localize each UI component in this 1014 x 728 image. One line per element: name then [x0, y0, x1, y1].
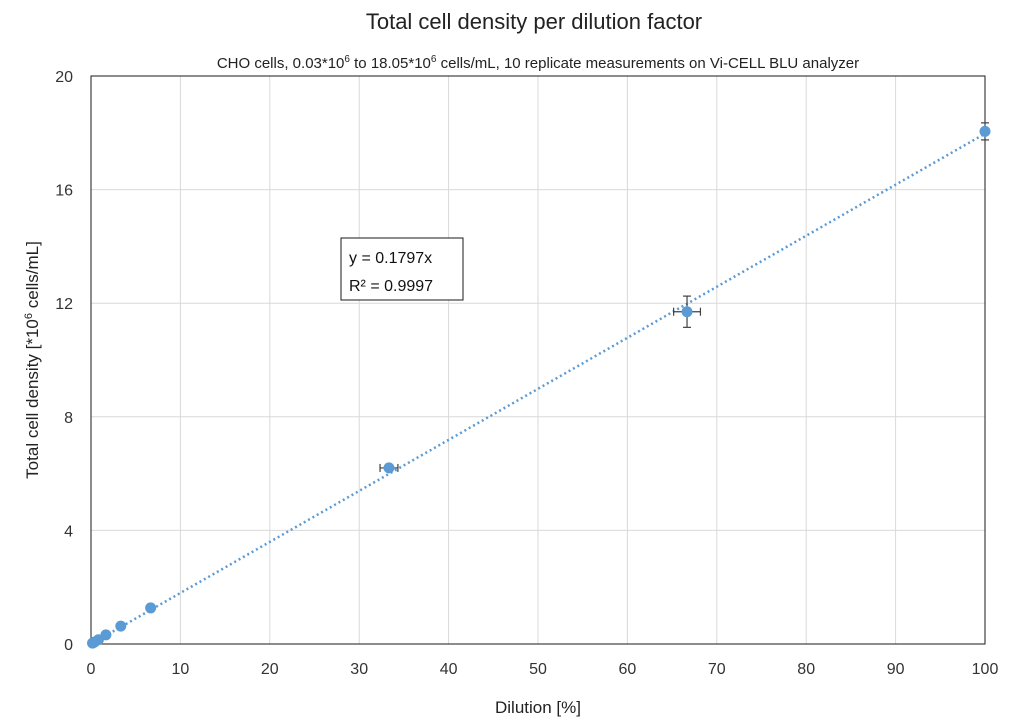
chart-subtitle: CHO cells, 0.03*106 to 18.05*106 cells/m…: [217, 54, 859, 72]
data-points: [87, 125, 991, 649]
data-point: [681, 306, 693, 318]
x-tick-label: 80: [797, 661, 815, 678]
x-tick-labels: 0 10 20 30 40 50 60 70 80 90 100: [87, 661, 999, 678]
x-tick-label: 50: [529, 661, 547, 678]
x-axis-label: Dilution [%]: [495, 698, 581, 717]
y-tick-labels: 0 4 8 12 16 20: [55, 69, 73, 654]
y-tick-label: 4: [64, 523, 73, 540]
x-tick-label: 10: [172, 661, 190, 678]
trendline: [90, 132, 986, 646]
y-axis-label: Total cell density [*106 cells/mL]: [23, 241, 42, 479]
y-tick-label: 12: [55, 296, 73, 313]
error-bars: [379, 122, 989, 472]
data-point: [383, 462, 395, 474]
y-tick-label: 0: [64, 637, 73, 654]
data-point: [145, 602, 157, 614]
x-tick-label: 0: [87, 661, 96, 678]
data-point: [979, 125, 991, 137]
trendline-equation-box: y = 0.1797x R² = 0.9997: [340, 237, 464, 301]
trendline-equation: y = 0.1797x: [349, 250, 432, 267]
trendline-layer: [90, 132, 986, 646]
y-tick-label: 20: [55, 69, 73, 86]
equation-box-frame: [340, 237, 464, 301]
x-tick-label: 70: [708, 661, 726, 678]
x-tick-label: 40: [440, 661, 458, 678]
plot-area-frame: [90, 75, 986, 645]
x-tick-label: 90: [887, 661, 905, 678]
x-tick-label: 60: [619, 661, 637, 678]
chart-title: Total cell density per dilution factor: [366, 9, 702, 34]
data-point: [115, 620, 127, 632]
y-tick-label: 16: [55, 183, 73, 200]
x-tick-label: 20: [261, 661, 279, 678]
grid-lines: [91, 76, 985, 644]
trendline-r-squared: R² = 0.9997: [349, 278, 433, 295]
y-tick-label: 8: [64, 410, 73, 427]
data-point: [100, 629, 112, 641]
x-tick-label: 30: [350, 661, 368, 678]
x-tick-label: 100: [972, 661, 999, 678]
